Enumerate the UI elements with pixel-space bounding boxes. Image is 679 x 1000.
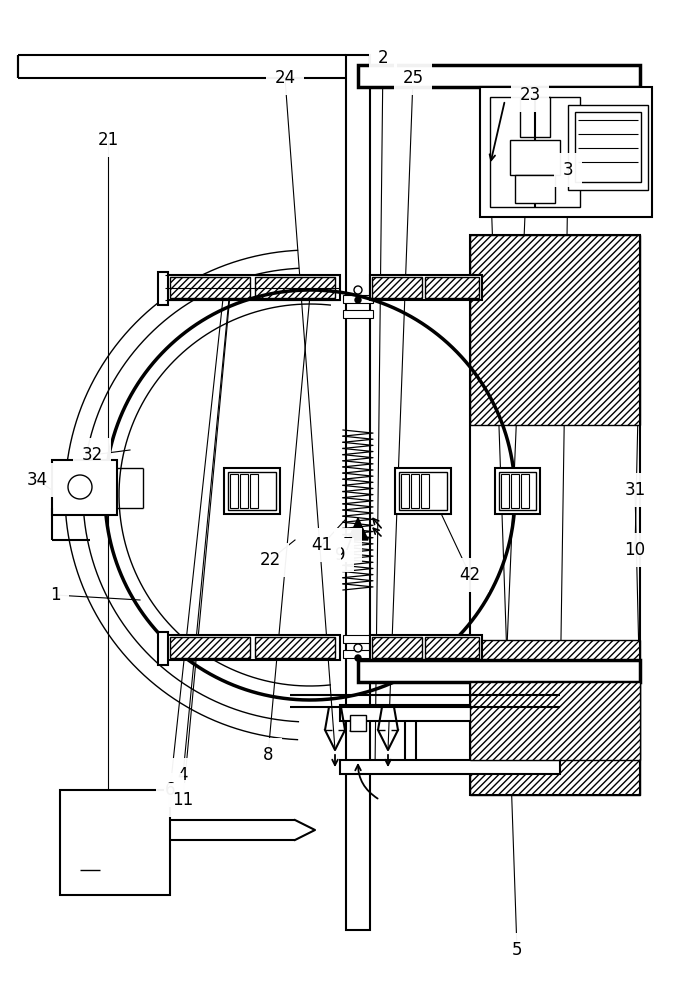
Bar	[521, 474, 529, 508]
Bar	[255, 277, 335, 298]
Bar	[158, 272, 168, 305]
Bar	[499, 472, 536, 510]
Bar	[158, 632, 168, 665]
Bar	[511, 474, 519, 508]
Bar	[411, 474, 419, 508]
Bar	[372, 277, 422, 298]
Bar	[399, 472, 447, 510]
Text: 9: 9	[335, 546, 345, 564]
Circle shape	[68, 475, 92, 499]
Bar	[240, 474, 248, 508]
Bar	[370, 275, 482, 300]
Bar	[346, 55, 370, 930]
Bar	[372, 637, 422, 658]
Bar	[470, 235, 640, 425]
Text: 11: 11	[172, 791, 194, 809]
Bar	[343, 295, 373, 303]
Bar	[470, 640, 640, 795]
Bar	[250, 474, 258, 508]
Bar	[230, 474, 238, 508]
Bar	[470, 682, 640, 760]
Bar	[255, 637, 335, 658]
Bar	[170, 637, 250, 658]
Circle shape	[354, 644, 362, 652]
Bar	[480, 87, 652, 217]
Text: 34: 34	[26, 471, 48, 489]
Text: 3: 3	[563, 161, 573, 179]
Circle shape	[354, 286, 362, 294]
Text: 32: 32	[81, 446, 103, 464]
Bar	[52, 460, 117, 515]
Bar	[421, 474, 429, 508]
Bar	[495, 468, 540, 514]
Bar	[395, 468, 451, 514]
Bar	[343, 310, 373, 318]
Text: 23: 23	[519, 86, 540, 104]
Circle shape	[355, 297, 361, 303]
Bar	[340, 705, 560, 721]
Bar	[501, 474, 509, 508]
Bar	[358, 660, 640, 682]
Bar	[170, 277, 250, 298]
Text: 25: 25	[403, 69, 424, 87]
Bar	[370, 635, 482, 660]
Bar	[490, 97, 580, 207]
Text: 10: 10	[625, 541, 646, 559]
Text: 6: 6	[165, 781, 175, 799]
Bar	[358, 65, 640, 87]
Text: 41: 41	[312, 536, 333, 554]
Circle shape	[355, 655, 361, 661]
Bar	[520, 97, 550, 137]
Text: 8: 8	[263, 746, 273, 764]
Text: 21: 21	[97, 131, 119, 149]
Text: 24: 24	[274, 69, 295, 87]
Bar	[470, 235, 640, 795]
Text: 5: 5	[512, 941, 522, 959]
Text: 7: 7	[343, 536, 353, 554]
Bar	[350, 715, 366, 731]
Bar	[343, 635, 373, 643]
Bar	[568, 105, 648, 190]
Bar	[575, 112, 641, 182]
Bar	[401, 474, 409, 508]
Bar	[165, 275, 340, 300]
Bar	[425, 637, 479, 658]
Bar	[60, 790, 170, 895]
Bar	[340, 760, 560, 774]
Text: 2: 2	[378, 49, 388, 67]
Bar	[343, 650, 373, 658]
Polygon shape	[348, 518, 368, 540]
Text: 42: 42	[460, 566, 481, 584]
Text: 22: 22	[259, 551, 280, 569]
Text: 31: 31	[625, 481, 646, 499]
Bar	[224, 468, 280, 514]
Bar	[510, 140, 560, 175]
Text: 1: 1	[50, 586, 60, 604]
Bar	[425, 277, 479, 298]
Text: 4: 4	[178, 766, 188, 784]
Bar	[515, 175, 555, 203]
Bar	[165, 635, 340, 660]
Bar	[228, 472, 276, 510]
